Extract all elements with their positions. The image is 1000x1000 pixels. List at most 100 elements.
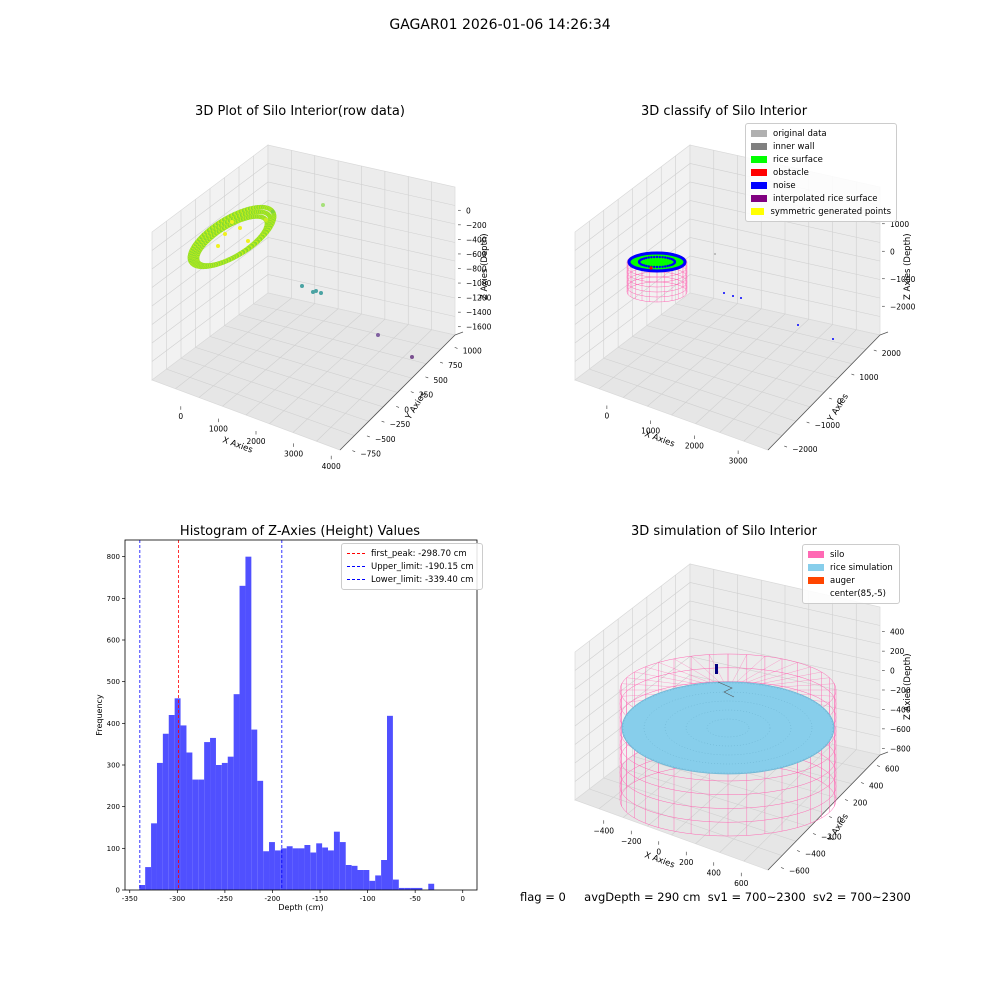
x-axis-line <box>767 754 881 871</box>
rice-point <box>201 237 206 243</box>
silo-spoke <box>626 677 729 691</box>
rice-point <box>247 246 252 251</box>
rice-point <box>246 206 252 212</box>
rice-point <box>227 257 232 262</box>
histogram-bar <box>168 715 175 890</box>
noise-point <box>658 265 661 269</box>
rice-point <box>207 263 213 268</box>
rice-point <box>203 264 209 269</box>
rice-point <box>238 209 243 214</box>
silo-spoke <box>727 671 822 691</box>
rice-point <box>259 235 264 240</box>
rice-point <box>212 232 217 237</box>
rice-point <box>199 240 204 245</box>
rice-point <box>259 209 264 215</box>
grid-line <box>151 163 456 251</box>
rice-point <box>195 253 200 258</box>
rice-point <box>265 205 270 211</box>
rice-point <box>205 238 210 244</box>
y-tick-label: 0 <box>837 397 842 406</box>
histogram-bar <box>198 779 205 890</box>
rice-point <box>203 263 208 268</box>
rice-surface-disk <box>627 251 687 273</box>
rice-point <box>268 218 273 224</box>
silo-spoke <box>727 662 798 691</box>
rice-point <box>189 260 194 266</box>
silo-spoke <box>727 683 835 691</box>
rice-point <box>254 238 259 244</box>
rice-point <box>202 264 207 269</box>
rice-point <box>221 226 226 231</box>
rice-point <box>211 233 217 238</box>
rice-point <box>264 222 270 227</box>
rice-point <box>194 256 200 261</box>
rice-point <box>210 224 215 230</box>
rice-point <box>258 235 263 241</box>
noise-point <box>671 263 675 266</box>
x-tick-label: -250 <box>217 895 233 903</box>
z-tick-label: 200 <box>890 647 905 656</box>
y-tick-label: 750 <box>448 361 463 370</box>
rice-point <box>201 243 206 248</box>
legend-item: rice simulation <box>808 561 894 574</box>
silo-spoke <box>709 654 729 691</box>
x-tick-label: -100 <box>360 895 376 903</box>
legend-swatch <box>808 564 824 571</box>
silo-spoke <box>727 677 830 691</box>
sv1-text: sv1 = 700~2300 <box>707 890 806 904</box>
rice-point <box>194 262 199 267</box>
grid-line <box>574 255 881 344</box>
rice-point <box>245 206 251 212</box>
rice-point <box>266 213 272 218</box>
rice-point <box>238 251 243 256</box>
rice-point <box>231 255 237 260</box>
rice-point <box>223 259 229 264</box>
rice-point <box>243 207 249 212</box>
rice-point <box>195 259 200 264</box>
rice-point <box>248 243 253 249</box>
rice-point <box>218 228 223 233</box>
rice-point <box>260 215 266 220</box>
histogram-bar <box>156 762 163 890</box>
grid-line <box>151 274 456 362</box>
rice-point <box>220 260 225 265</box>
rice-point <box>207 232 212 237</box>
rice-point <box>226 257 232 263</box>
rice-point <box>197 261 203 267</box>
rice-point <box>195 257 200 263</box>
rice-point <box>233 219 239 225</box>
rice-point <box>223 224 229 230</box>
rice-point <box>235 253 241 258</box>
x-tick-label: 200 <box>679 858 694 867</box>
rice-point <box>271 217 276 223</box>
noise-point <box>641 263 644 267</box>
rice-point <box>205 233 210 238</box>
noise-point <box>658 255 661 259</box>
x-tick-label: 400 <box>707 868 722 877</box>
rice-point <box>222 259 228 264</box>
rice-point <box>204 234 210 239</box>
legend-label: rice surface <box>773 154 823 165</box>
silo-ring <box>619 763 837 837</box>
rice-point <box>188 249 194 255</box>
rice-point <box>225 258 230 263</box>
rice-point <box>209 230 215 235</box>
rice-point <box>209 225 214 230</box>
rice-point <box>242 212 248 217</box>
rice-point <box>188 259 194 265</box>
grid-line <box>574 637 881 727</box>
silo-spoke <box>727 689 822 709</box>
x-tick-label: −400 <box>593 826 614 835</box>
rice-point <box>257 237 262 243</box>
rice-point <box>240 212 246 218</box>
rice-point <box>225 223 230 229</box>
rice-point <box>242 248 247 254</box>
grid-line <box>292 324 409 433</box>
rice-point <box>221 259 227 265</box>
rice-point <box>222 225 228 230</box>
rice-point <box>225 219 231 224</box>
rice-point <box>262 210 268 215</box>
legend-swatch <box>751 182 767 189</box>
y-axis-stub <box>879 751 889 756</box>
legend-item: silo <box>808 548 894 561</box>
